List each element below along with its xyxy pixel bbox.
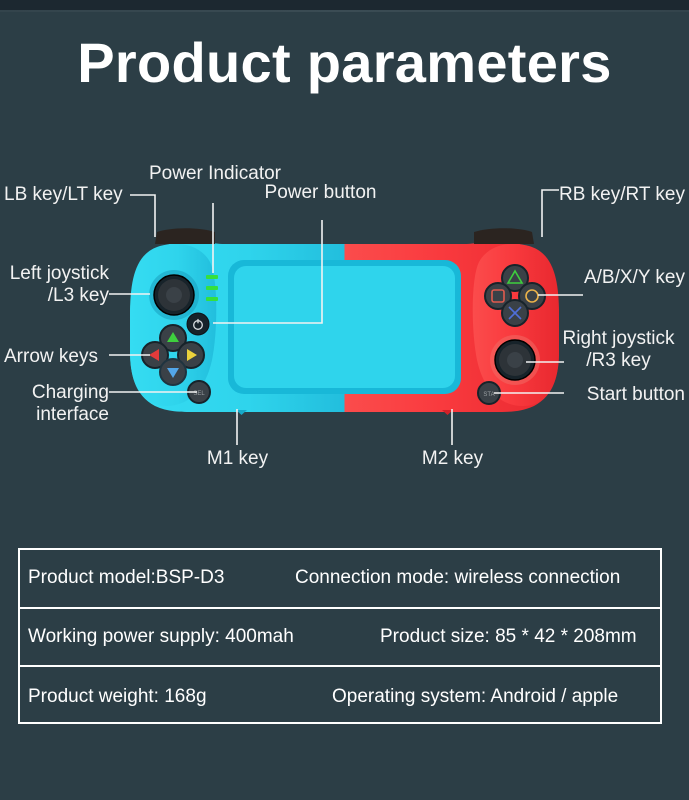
svg-text:STA: STA — [483, 392, 494, 398]
